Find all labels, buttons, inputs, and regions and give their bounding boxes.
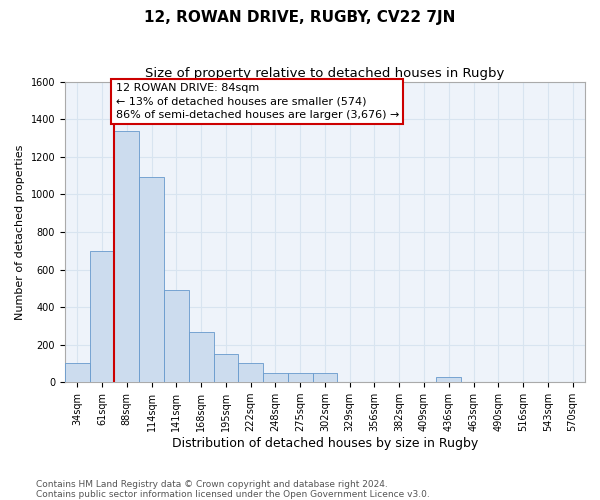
Title: Size of property relative to detached houses in Rugby: Size of property relative to detached ho… — [145, 68, 505, 80]
Bar — [214, 354, 238, 382]
Bar — [436, 376, 461, 382]
X-axis label: Distribution of detached houses by size in Rugby: Distribution of detached houses by size … — [172, 437, 478, 450]
Bar — [89, 250, 115, 382]
Bar — [263, 373, 288, 382]
Text: Contains HM Land Registry data © Crown copyright and database right 2024.
Contai: Contains HM Land Registry data © Crown c… — [36, 480, 430, 499]
Bar — [164, 290, 189, 382]
Bar — [313, 373, 337, 382]
Bar — [139, 178, 164, 382]
Bar — [65, 364, 89, 382]
Bar — [189, 332, 214, 382]
Bar — [288, 373, 313, 382]
Text: 12 ROWAN DRIVE: 84sqm
← 13% of detached houses are smaller (574)
86% of semi-det: 12 ROWAN DRIVE: 84sqm ← 13% of detached … — [116, 83, 399, 120]
Bar — [115, 130, 139, 382]
Y-axis label: Number of detached properties: Number of detached properties — [15, 144, 25, 320]
Text: 12, ROWAN DRIVE, RUGBY, CV22 7JN: 12, ROWAN DRIVE, RUGBY, CV22 7JN — [145, 10, 455, 25]
Bar — [238, 364, 263, 382]
